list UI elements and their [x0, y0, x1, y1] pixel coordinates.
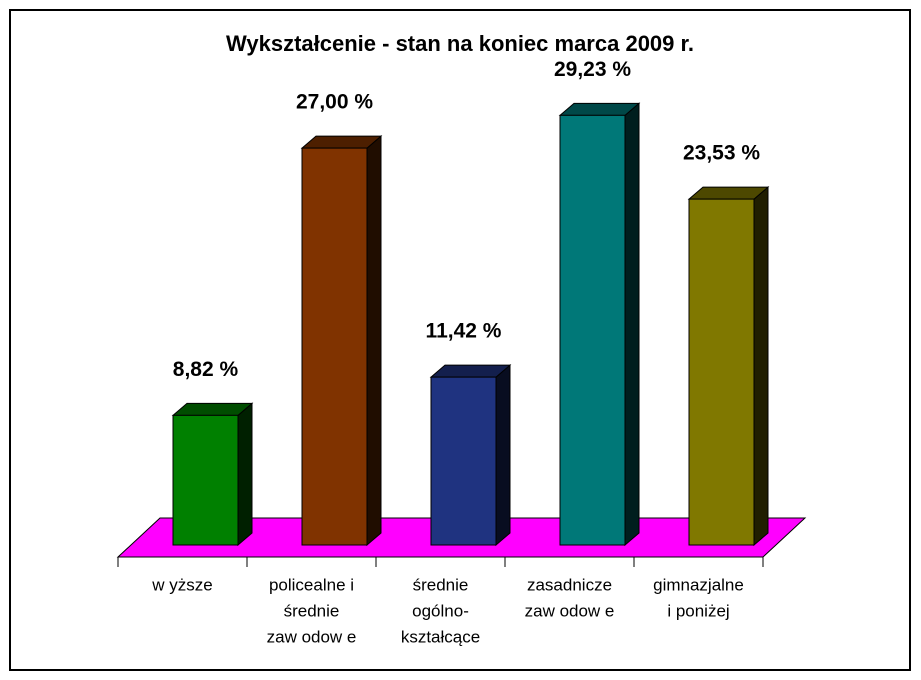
x-tick-label: kształcące	[401, 627, 480, 646]
bar	[559, 114, 626, 546]
x-tick-label: średnie	[413, 575, 469, 594]
bar-top	[300, 135, 383, 149]
chart-title: Wykształcenie - stan na koniec marca 200…	[226, 31, 694, 56]
x-tick-label: zaw odow e	[267, 627, 357, 646]
bar	[688, 198, 755, 546]
x-tick-label: zasadnicze	[527, 575, 612, 594]
x-tick-label: i poniżej	[667, 601, 729, 620]
bar-side	[624, 102, 640, 547]
bar-top	[687, 186, 770, 200]
bar-side	[753, 186, 769, 547]
x-tick-label: w yższe	[151, 575, 212, 594]
bar-top	[429, 364, 512, 378]
value-label: 8,82 %	[173, 358, 239, 381]
x-tick-label: gimnazjalne	[653, 575, 744, 594]
bar-top	[171, 402, 254, 416]
value-label: 29,23 %	[554, 58, 631, 81]
x-tick-label: średnie	[284, 601, 340, 620]
bar	[430, 376, 497, 546]
x-tick-label: policealne i	[269, 575, 354, 594]
bar-side	[495, 364, 511, 547]
bar-top	[558, 102, 641, 116]
value-label: 27,00 %	[296, 91, 373, 114]
bar-side	[237, 402, 253, 547]
x-tick-label: zaw odow e	[525, 601, 615, 620]
value-label: 23,53 %	[683, 142, 760, 165]
bar-side	[366, 135, 382, 547]
value-label: 11,42 %	[426, 320, 502, 343]
bar	[172, 414, 239, 546]
x-tick-label: ogólno-	[412, 601, 469, 620]
bar	[301, 147, 368, 546]
